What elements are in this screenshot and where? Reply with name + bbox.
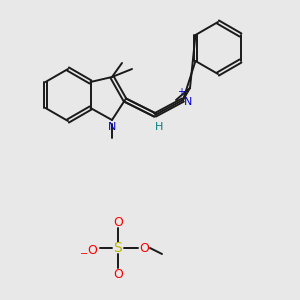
Text: S: S [114, 241, 122, 255]
Text: O: O [113, 215, 123, 229]
Text: O: O [87, 244, 97, 256]
Text: H: H [155, 122, 163, 132]
Text: −: − [80, 249, 88, 259]
Text: O: O [139, 242, 149, 254]
Text: N: N [108, 122, 116, 132]
Text: N: N [184, 97, 192, 107]
Text: O: O [113, 268, 123, 281]
Text: +: + [177, 87, 185, 97]
